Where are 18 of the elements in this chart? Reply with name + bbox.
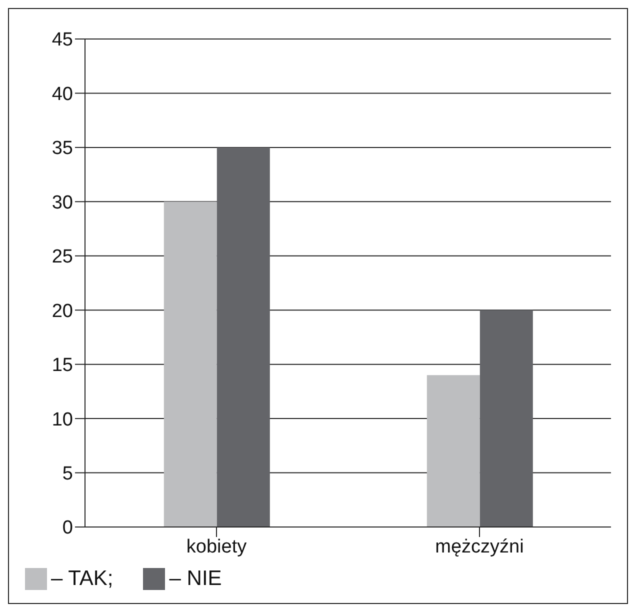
bar — [164, 202, 217, 527]
bar — [480, 310, 533, 527]
y-tick-label: 40 — [52, 84, 73, 105]
y-tick-label: 25 — [52, 246, 73, 268]
y-tick-label: 0 — [62, 518, 73, 539]
bar — [216, 147, 270, 527]
y-tick-label: 10 — [52, 409, 73, 430]
x-tick-label: mężczyźni — [435, 536, 524, 558]
y-tick-label: 45 — [52, 30, 73, 51]
legend-label: – NIE — [169, 567, 222, 590]
x-tick-label: kobiety — [186, 536, 248, 558]
y-tick-label: 20 — [52, 300, 73, 322]
y-tick-label: 35 — [52, 138, 73, 160]
y-tick-label: 5 — [62, 464, 73, 485]
bar — [426, 375, 480, 527]
y-tick-label: 30 — [52, 192, 73, 214]
y-tick-label: 15 — [52, 355, 73, 376]
legend-label: – TAK; — [51, 567, 114, 590]
